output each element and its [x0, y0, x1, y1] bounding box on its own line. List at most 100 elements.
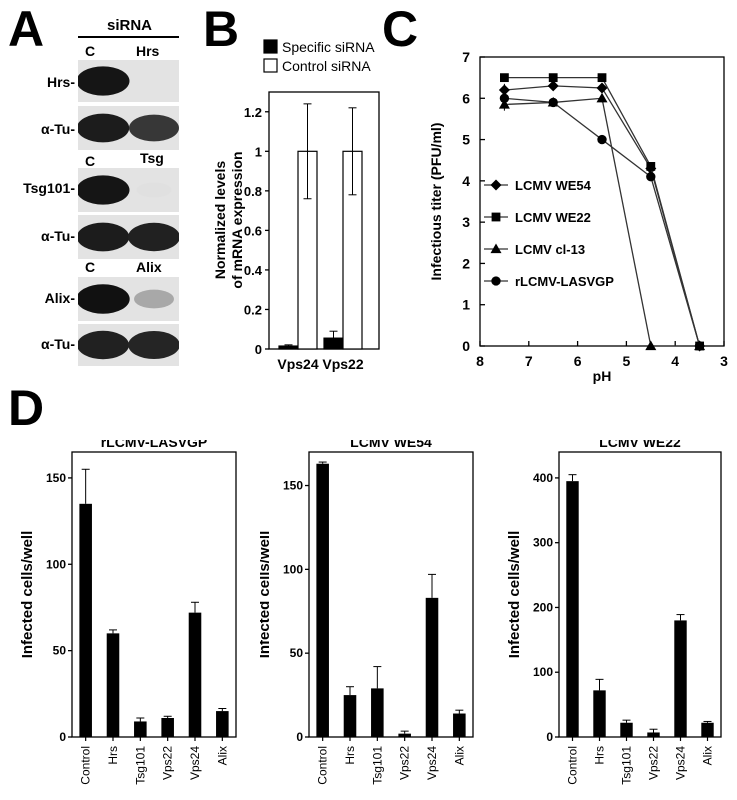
chart-title: rLCMV-LASVGP	[101, 440, 208, 450]
x-tick-label: Alix	[215, 746, 229, 765]
blot-band-knockdown	[129, 114, 179, 142]
legend-label: LCMV WE22	[515, 210, 591, 225]
y-tick-label: 50	[53, 644, 67, 658]
data-point	[646, 172, 656, 182]
y-axis-label-line: Normalized levels	[212, 161, 228, 279]
x-tick-label: Vps24	[277, 356, 318, 372]
blot-alix	[76, 277, 179, 321]
y-tick-label: 0.8	[244, 184, 262, 199]
chart-mrna-expression: 0 0.2 0.4 0.6 0.8 1 1.2 Normalized levelsof mRN…	[212, 39, 380, 372]
chart-rlcmv-lasvgp: rLCMV-LASVGP 0 50 100 150 Infected cells/well…	[19, 440, 237, 785]
y-tick-label: 100	[283, 562, 303, 576]
legend-label: Specific siRNA	[282, 39, 375, 55]
blot-band-knockdown	[128, 330, 180, 360]
x-tick-label: Tsg101	[620, 746, 634, 785]
data-point	[499, 93, 510, 103]
y-tick-label: 4	[462, 173, 470, 189]
y-axis-label: Infected cells/well	[506, 531, 523, 659]
panel-letter-b: B	[203, 1, 240, 57]
y-tick-label: 1	[462, 297, 470, 313]
x-tick-label: Vps24	[674, 746, 688, 780]
lane-label-c-1: C	[85, 43, 96, 59]
blot-label-tubulin-1: α-Tu-	[41, 121, 75, 137]
bar-tsg101	[620, 722, 633, 737]
bar-vps22	[647, 732, 660, 737]
y-tick-label: 0	[296, 730, 303, 744]
legend-marker	[490, 179, 502, 191]
data-point	[500, 73, 509, 83]
blot-band-knockdown	[134, 289, 174, 309]
y-tick-label: 1.2	[244, 105, 262, 120]
y-axis-label: Infectious titer (PFU/ml)	[428, 123, 444, 281]
data-point	[597, 73, 607, 83]
bar-tsg101	[371, 688, 384, 737]
plot-frame	[479, 56, 725, 347]
y-axis-label: Infected cells/well	[260, 531, 273, 659]
x-tick-label: Control	[79, 746, 93, 785]
x-tick-label: Control	[566, 746, 580, 785]
x-tick-label: Alix	[452, 746, 466, 765]
plot-frame	[558, 451, 722, 738]
y-tick-label: 5	[462, 132, 470, 148]
y-tick-label: 100	[46, 557, 66, 571]
legend-label: LCMV cl-13	[515, 242, 585, 257]
x-tick-label: Alix	[701, 746, 715, 765]
legend-label: LCMV WE54	[515, 178, 592, 193]
y-tick-label: 200	[533, 600, 553, 614]
y-tick-label: 3	[462, 214, 470, 230]
blot-band-knockdown	[136, 182, 172, 198]
data-point	[498, 84, 510, 96]
y-tick-label: 0	[59, 730, 66, 744]
y-axis-label-line: of mRNA expression	[229, 151, 245, 288]
chart-lcmv-we22: LCMV WE22 0 100 200 300 400 Infected cells/wel…	[506, 440, 722, 785]
series-rlcmv-lasvgp	[499, 93, 705, 351]
x-tick-label: 8	[476, 353, 484, 369]
lane-label-tsg: Tsg	[140, 150, 164, 166]
y-tick-label: 6	[462, 90, 470, 106]
blot-label-tsg101: Tsg101-	[23, 180, 75, 196]
y-axis-label: Normalized levelsof mRNA expression	[212, 151, 245, 288]
x-tick-label: Hrs	[593, 746, 607, 765]
x-tick-label: Control	[316, 746, 330, 785]
plot-frame	[308, 451, 474, 738]
blot-label-alix: Alix-	[44, 290, 75, 306]
y-tick-label: 0.2	[244, 302, 262, 317]
bar-vps22	[161, 718, 174, 737]
panel-letter-c: C	[382, 1, 419, 57]
panel-letter-a: A	[8, 1, 45, 57]
y-tick-label: 0.4	[244, 263, 263, 278]
x-tick-label: 5	[623, 353, 631, 369]
blot-tubulin-2	[76, 215, 180, 259]
legend-swatch	[263, 39, 278, 54]
blot-band-control	[76, 175, 130, 205]
x-tick-label: Vps22	[647, 746, 661, 780]
legend-marker	[491, 276, 501, 286]
blot-tsg101	[76, 168, 179, 212]
bar-control	[316, 463, 329, 737]
bar-alix	[701, 722, 714, 737]
y-tick-label: 50	[290, 646, 304, 660]
data-point	[597, 134, 607, 145]
bar-hrs	[593, 690, 606, 737]
y-tick-label: 150	[46, 471, 66, 485]
data-point	[498, 98, 510, 109]
lane-label-hrs: Hrs	[136, 43, 160, 59]
legend-marker	[491, 212, 501, 222]
lane-label-c-3: C	[85, 259, 96, 275]
chart-lcmv-we54: LCMV WE54 0 50 100 150 Infected cells/well Con…	[260, 440, 474, 785]
panel-letter-d: D	[8, 380, 45, 436]
blot-band-control	[76, 222, 130, 252]
bar-vps24	[674, 620, 687, 737]
blot-band-control	[77, 330, 129, 360]
data-point	[596, 82, 608, 94]
blot-label-tubulin-2: α-Tu-	[41, 228, 75, 244]
bar-control	[566, 481, 579, 737]
x-tick-label: Vps22	[398, 746, 412, 780]
data-point	[547, 80, 559, 92]
y-tick-label: 300	[533, 536, 553, 550]
bar-vps24	[425, 597, 439, 737]
blot-label-tubulin-3: α-Tu-	[41, 336, 75, 352]
x-tick-label: Vps22	[322, 356, 363, 372]
x-tick-label: 7	[525, 353, 533, 369]
blot-band-knockdown	[128, 222, 180, 252]
